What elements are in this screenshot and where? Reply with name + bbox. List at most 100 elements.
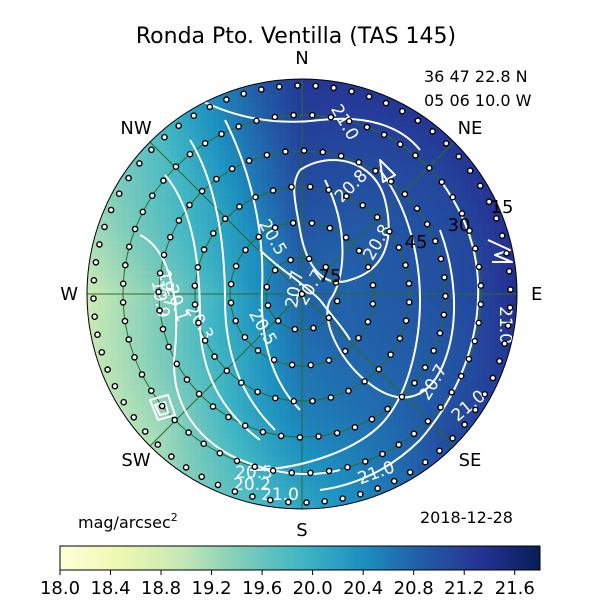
field-cell [135,403,142,410]
field-cell [225,439,232,446]
field-cell [387,301,394,308]
field-cell [489,217,496,224]
field-cell [213,487,220,494]
field-cell [255,229,262,236]
field-cell [237,181,244,188]
field-cell [339,199,346,206]
measurement-point [271,266,279,274]
field-cell [447,277,454,284]
field-cell [207,157,214,164]
field-cell [339,451,346,458]
field-cell [183,259,190,266]
measurement-point [165,343,172,351]
field-cell [435,223,442,230]
field-cell [177,223,184,230]
field-cell [249,235,256,242]
field-cell [207,193,214,200]
field-cell [345,127,352,134]
field-cell [435,205,442,212]
field-cell [171,139,178,146]
field-cell [429,439,436,446]
field-cell [315,475,322,482]
field-cell [369,289,376,296]
field-cell [177,193,184,200]
field-cell [357,313,364,320]
field-cell [237,337,244,344]
field-cell [351,223,358,230]
field-cell [417,349,424,356]
measurement-point [125,243,133,251]
field-cell [477,187,484,194]
field-cell [195,307,202,314]
field-cell [279,427,286,434]
field-cell [225,469,232,476]
field-cell [93,283,100,290]
field-cell [477,259,484,266]
field-cell [279,361,286,368]
field-cell [141,307,148,314]
measurement-point [288,469,296,477]
field-cell [471,181,478,188]
field-cell [495,283,502,290]
field-cell [165,397,172,404]
field-cell [459,283,466,290]
field-cell [357,439,364,446]
field-cell [417,319,424,326]
field-cell [165,133,172,140]
field-cell [501,241,508,248]
field-cell [423,325,430,332]
field-cell [285,337,292,344]
field-cell [189,463,196,470]
field-cell [183,445,190,452]
field-cell [243,451,250,458]
field-cell [219,439,226,446]
field-cell [129,211,136,218]
field-cell [405,343,412,350]
field-cell [297,253,304,260]
unit-text: mag/arcsec [78,513,171,532]
field-cell [387,289,394,296]
field-cell [291,319,298,326]
field-cell [465,307,472,314]
field-cell [381,277,388,284]
field-cell [471,211,478,218]
field-cell [369,175,376,182]
field-cell [177,331,184,338]
contour-line [379,159,396,183]
field-cell [417,355,424,362]
field-cell [165,325,172,332]
measurement-point [373,213,381,221]
field-cell [417,223,424,230]
field-cell [315,367,322,374]
measurement-point [131,225,139,233]
field-cell [141,403,148,410]
field-cell [399,427,406,434]
field-cell [279,313,286,320]
field-cell [99,325,106,332]
field-cell [219,205,226,212]
measurement-point [365,93,373,100]
field-cell [321,445,328,452]
field-cell [195,289,202,296]
field-cell [117,367,124,374]
measurement-point [148,192,156,199]
field-cell [147,307,154,314]
field-cell [189,109,196,116]
field-cell [363,385,370,392]
field-cell [177,355,184,362]
field-cell [279,133,286,140]
field-cell [327,91,334,98]
field-cell [303,439,310,446]
field-cell [267,199,274,206]
field-cell [429,205,436,212]
field-cell [297,163,304,170]
field-cell [207,325,214,332]
field-cell [99,367,106,374]
field-cell [279,379,286,386]
field-cell [441,451,448,458]
field-cell [399,175,406,182]
field-cell [195,331,202,338]
field-cell [441,235,448,242]
measurement-point [493,215,500,222]
field-cell [255,355,262,362]
